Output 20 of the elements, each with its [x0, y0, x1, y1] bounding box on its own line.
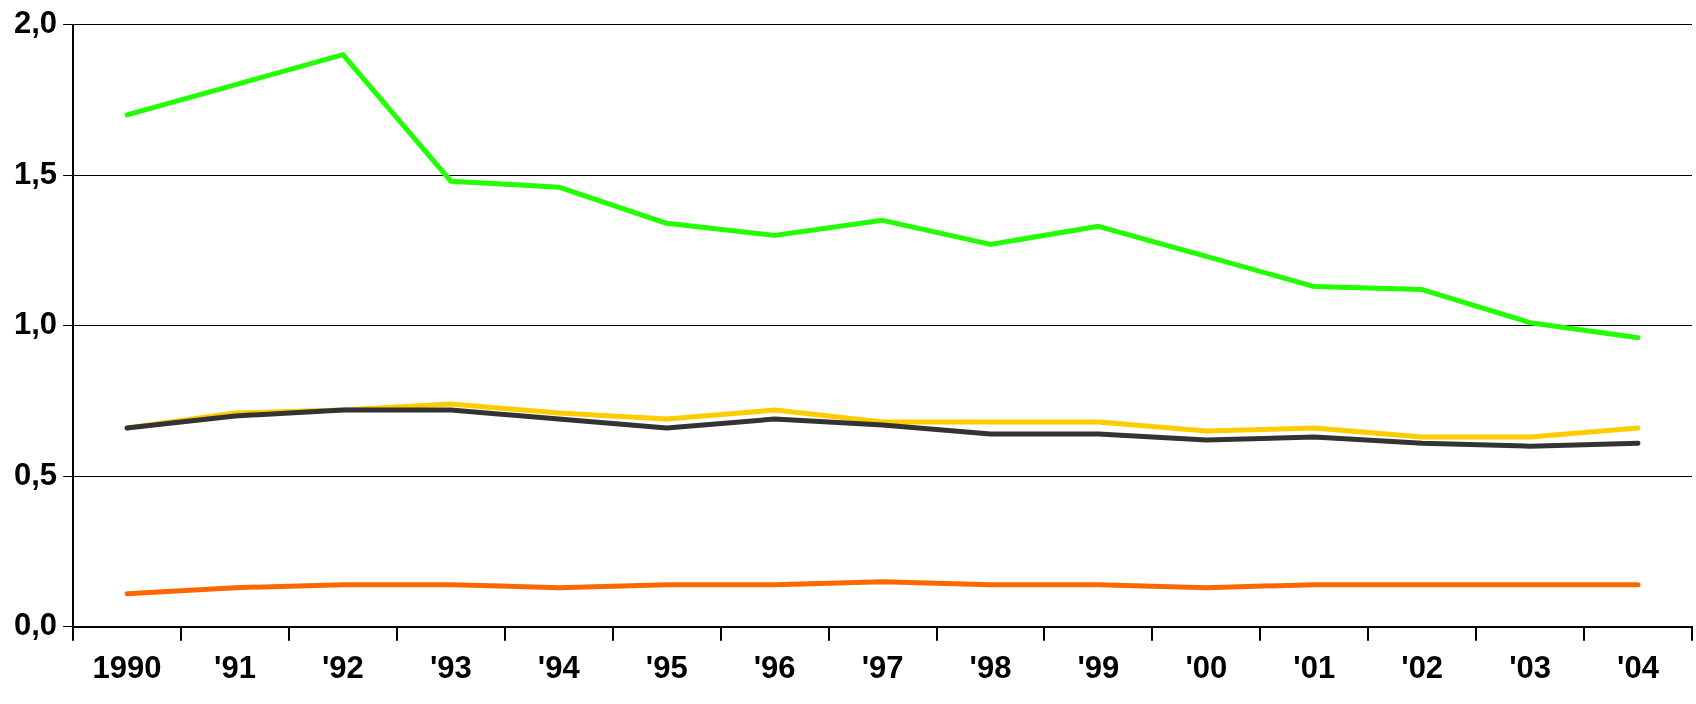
x-tick-label: '93 — [429, 649, 472, 685]
x-tick-label: '02 — [1401, 649, 1444, 685]
y-tick-label: 2,0 — [13, 5, 58, 41]
x-tick-label: '95 — [645, 649, 688, 685]
y-tick-label: 0,0 — [13, 607, 58, 643]
x-tick-label: '92 — [321, 649, 364, 685]
x-tick-label: '01 — [1293, 649, 1336, 685]
x-tick-label: '91 — [214, 649, 256, 685]
y-tick-label: 1,5 — [13, 155, 58, 191]
x-tick-label: '97 — [861, 649, 904, 685]
x-tick-label: '00 — [1185, 649, 1228, 685]
y-tick-label: 0,5 — [13, 456, 58, 492]
x-tick-label: '96 — [753, 649, 796, 685]
x-tick-label: '03 — [1509, 649, 1552, 685]
y-tick-label: 1,0 — [13, 306, 58, 342]
x-tick-label: '98 — [969, 649, 1012, 685]
x-tick-label: '04 — [1617, 649, 1660, 685]
x-tick-label: '94 — [537, 649, 581, 685]
x-tick-label: 1990 — [92, 649, 162, 685]
x-tick-label: '99 — [1077, 649, 1120, 685]
